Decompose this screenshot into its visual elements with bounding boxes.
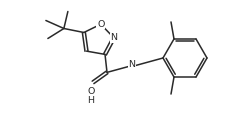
Text: O: O (87, 87, 95, 96)
Text: O: O (97, 20, 104, 29)
Text: N: N (110, 33, 117, 42)
Text: N: N (129, 60, 136, 69)
Text: H: H (87, 96, 94, 105)
